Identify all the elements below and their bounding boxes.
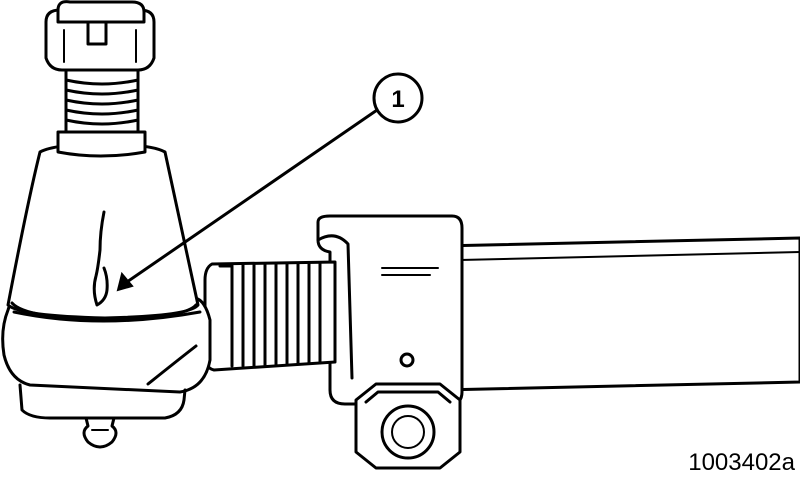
callout-1: 1	[116, 72, 424, 292]
callout-number: 1	[391, 86, 404, 113]
figure-id: 1003402a	[688, 449, 795, 476]
threaded-shank	[203, 260, 337, 372]
boot-crack	[92, 210, 109, 307]
dust-boot	[6, 142, 202, 323]
clamp-rivet	[399, 352, 415, 368]
ball-stud-tip	[82, 416, 118, 449]
tube-clamp	[316, 214, 464, 406]
castle-nut	[44, 0, 156, 72]
stud-threads	[56, 62, 147, 158]
tie-rod-tube	[438, 236, 800, 392]
clamp-bolt	[354, 382, 462, 470]
